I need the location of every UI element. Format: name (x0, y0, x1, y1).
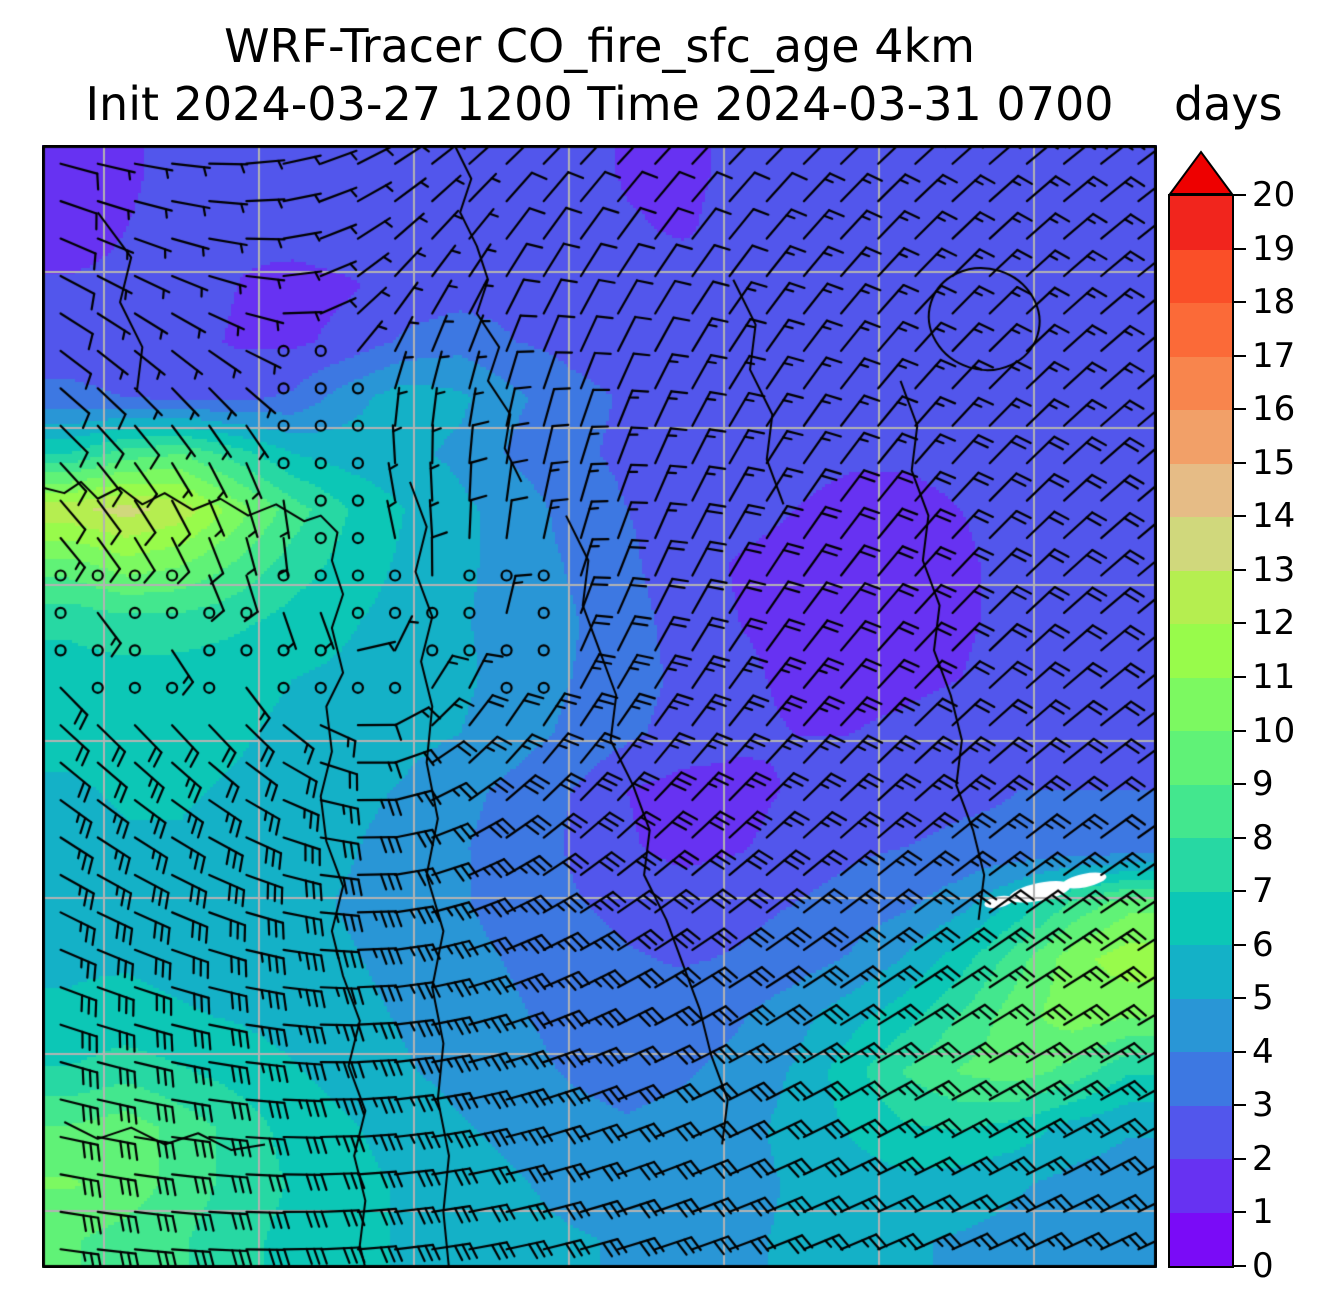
colorbar-tick-mark (1234, 675, 1246, 678)
chart-subtitle: Init 2024-03-27 1200 Time 2024-03-31 070… (85, 77, 1114, 131)
colorbar-segment (1170, 196, 1232, 250)
map-plot (42, 145, 1157, 1268)
colorbar-tick-label: 15 (1252, 442, 1296, 483)
colorbar-segment (1170, 624, 1232, 678)
colorbar-tick-mark (1234, 568, 1246, 571)
colorbar-tick-mark (1234, 1265, 1246, 1267)
colorbar-tick-label: 6 (1252, 924, 1274, 965)
colorbar-segment (1170, 1052, 1232, 1106)
colorbar-tick-mark (1234, 301, 1246, 304)
colorbar-tick-mark (1234, 836, 1246, 839)
colorbar-segment (1170, 731, 1232, 785)
colorbar-tick-label: 17 (1252, 335, 1296, 376)
colorbar-extend-triangle (1168, 150, 1234, 195)
colorbar-tick-mark (1234, 622, 1246, 625)
colorbar-unit-label: days (1174, 77, 1283, 131)
colorbar-tick-mark (1234, 1211, 1246, 1214)
colorbar-tick-label: 4 (1252, 1031, 1274, 1072)
colorbar-tick-mark (1234, 1050, 1246, 1053)
colorbar-tick-label: 20 (1252, 175, 1296, 215)
colorbar-tick-label: 19 (1252, 228, 1296, 269)
colorbar-tick-mark (1234, 408, 1246, 411)
colorbar-tick-mark (1234, 890, 1246, 893)
colorbar-tick-mark (1234, 997, 1246, 1000)
colorbar-tick-label: 0 (1252, 1246, 1274, 1286)
colorbar-tick-mark (1234, 461, 1246, 464)
colorbar-segment (1170, 517, 1232, 571)
colorbar-tick-label: 13 (1252, 549, 1296, 590)
colorbar-tick-mark (1234, 515, 1246, 518)
colorbar-tick-mark (1234, 783, 1246, 786)
colorbar-tick-mark (1234, 354, 1246, 357)
colorbar-tick-label: 9 (1252, 764, 1274, 805)
colorbar-tick-mark (1234, 729, 1246, 732)
colorbar (1168, 194, 1234, 1268)
colorbar-tick-label: 11 (1252, 656, 1296, 697)
colorbar-segment (1170, 303, 1232, 357)
colorbar-tick-mark (1234, 1104, 1246, 1107)
colorbar-tick-mark (1234, 194, 1246, 196)
colorbar-tick-label: 7 (1252, 871, 1274, 912)
colorbar-segment (1170, 998, 1232, 1052)
colorbar-tick-mark (1234, 1157, 1246, 1160)
colorbar-tick-label: 10 (1252, 710, 1296, 751)
colorbar-segment (1170, 356, 1232, 410)
colorbar-tick-label: 5 (1252, 978, 1274, 1019)
colorbar-segment (1170, 838, 1232, 892)
colorbar-segment (1170, 463, 1232, 517)
colorbar-tick-label: 14 (1252, 496, 1296, 537)
colorbar-tick-mark (1234, 247, 1246, 250)
colorbar-tick-label: 16 (1252, 389, 1296, 430)
colorbar-segment (1170, 1105, 1232, 1159)
colorbar-tick-mark (1234, 943, 1246, 946)
colorbar-segment (1170, 410, 1232, 464)
colorbar-segment (1170, 945, 1232, 999)
colorbar-segment (1170, 677, 1232, 731)
colorbar-segment (1170, 1212, 1232, 1266)
colorbar-extend-arrow (1168, 150, 1234, 195)
colorbar-segment (1170, 784, 1232, 838)
colorbar-segment (1170, 570, 1232, 624)
colorbar-segment (1170, 891, 1232, 945)
colorbar-tick-label: 2 (1252, 1138, 1274, 1179)
colorbar-segment (1170, 1159, 1232, 1213)
colorbar-tick-label: 1 (1252, 1192, 1274, 1233)
colorbar-tick-label: 18 (1252, 282, 1296, 323)
colorbar-tick-label: 8 (1252, 817, 1274, 858)
chart-title: WRF-Tracer CO_fire_sfc_age 4km (224, 19, 975, 73)
colorbar-tick-label: 3 (1252, 1085, 1274, 1126)
colorbar-segment (1170, 249, 1232, 303)
colorbar-tick-label: 12 (1252, 603, 1296, 644)
